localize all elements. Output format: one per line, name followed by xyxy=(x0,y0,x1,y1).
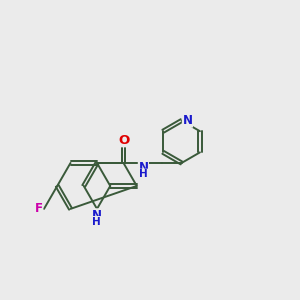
Text: N: N xyxy=(138,161,148,175)
Text: O: O xyxy=(118,134,129,146)
Text: F: F xyxy=(35,202,43,215)
Text: H: H xyxy=(92,217,100,226)
Text: H: H xyxy=(139,169,148,179)
Text: N: N xyxy=(182,114,192,127)
Text: N: N xyxy=(92,209,102,222)
Text: O: O xyxy=(118,134,129,146)
